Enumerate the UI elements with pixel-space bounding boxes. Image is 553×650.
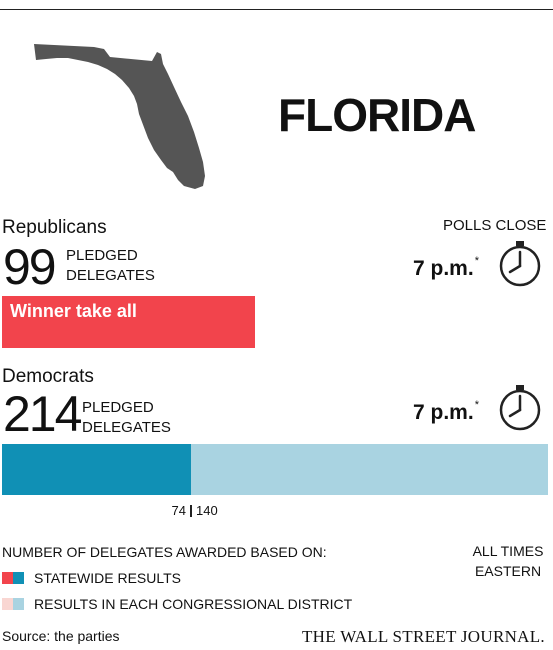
district-swatches	[2, 597, 24, 611]
florida-map	[34, 44, 205, 189]
statewide-swatch-rep	[2, 572, 13, 584]
legend-item-statewide: STATEWIDE RESULTS	[2, 571, 181, 585]
poll-time-text: 7 p.m.	[413, 401, 474, 424]
democrats-pledged-label: PLEDGED DELEGATES	[82, 398, 171, 438]
publication-logo: THE WALL STREET JOURNAL.	[302, 627, 545, 646]
republicans-label: Republicans	[2, 217, 107, 238]
timezone-note-line1: ALL TIMES	[472, 543, 544, 559]
statewide-value-label: 74	[171, 503, 186, 518]
timezone-note: ALL TIMES EASTERN	[465, 541, 551, 581]
statewide-segment	[2, 444, 191, 495]
clock-icon	[499, 385, 541, 431]
district-swatch-rep	[2, 598, 13, 610]
time-footnote-mark: *	[474, 255, 479, 267]
democrats-delegate-bar	[2, 444, 548, 495]
legend-title: NUMBER OF DELEGATES AWARDED BASED ON:	[2, 544, 327, 560]
legend-district-label: RESULTS IN EACH CONGRESSIONAL DISTRICT	[34, 596, 353, 612]
timezone-note-line2: EASTERN	[474, 563, 542, 579]
legend-statewide-label: STATEWIDE RESULTS	[34, 570, 182, 586]
poll-time-text: 7 p.m.	[413, 257, 474, 280]
democrats-delegate-count: 214	[3, 386, 82, 442]
allocation-label: Winner take all	[10, 301, 137, 321]
republicans-pledged-label: PLEDGED DELEGATES	[66, 246, 155, 286]
legend-item-district: RESULTS IN EACH CONGRESSIONAL DISTRICT	[2, 597, 352, 611]
state-title: FLORIDA	[278, 89, 476, 141]
district-value-label: 140	[196, 503, 218, 518]
pledged-line: PLEDGED	[66, 247, 138, 264]
democrats-label: Democrats	[2, 366, 94, 387]
district-segment	[191, 444, 548, 495]
delegates-line: DELEGATES	[82, 419, 171, 436]
democrats-poll-time: 7 p.m.*	[413, 399, 479, 424]
top-rule	[0, 9, 553, 10]
republicans-delegate-count: 99	[3, 239, 57, 295]
segment-divider-tick	[190, 505, 192, 517]
republicans-poll-time: 7 p.m.*	[413, 255, 479, 280]
district-swatch-dem	[13, 598, 24, 610]
statewide-swatch-dem	[13, 572, 24, 584]
winner-take-all-bar	[2, 296, 255, 348]
clock-icon	[499, 241, 541, 287]
pledged-line: PLEDGED	[82, 399, 154, 416]
time-footnote-mark: *	[474, 399, 479, 411]
source-note: Source: the parties	[2, 628, 120, 644]
statewide-swatches	[2, 571, 24, 585]
delegates-line: DELEGATES	[66, 267, 155, 284]
polls-close-heading: POLLS CLOSE	[443, 217, 547, 234]
